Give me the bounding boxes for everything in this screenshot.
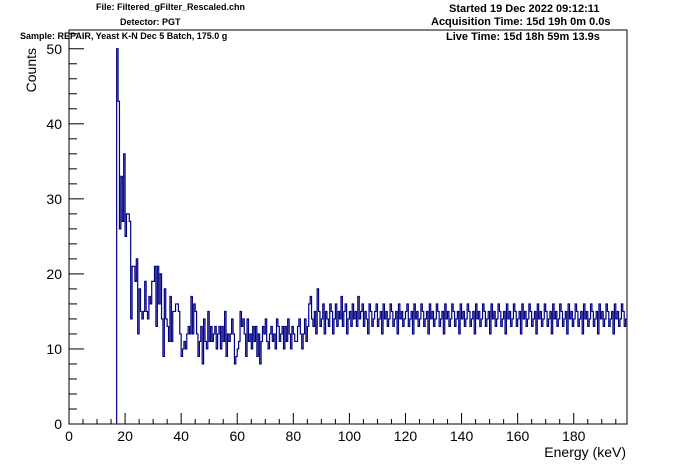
x-tick-label: 100 <box>338 428 362 444</box>
y-tick-label: 40 <box>46 116 62 132</box>
y-tick-label: 20 <box>46 266 62 282</box>
x-tick-label: 80 <box>286 428 302 444</box>
x-axis-label: Energy (keV) <box>544 444 626 460</box>
detector-label: Detector: PGT <box>120 17 181 27</box>
y-axis-label: Counts <box>23 48 39 92</box>
sample-label: Sample: REPAIR, Yeast K-N Dec 5 Batch, 1… <box>20 31 228 41</box>
x-tick-label: 60 <box>229 428 245 444</box>
y-tick-label: 50 <box>46 41 62 57</box>
y-tick-label: 30 <box>46 191 62 207</box>
x-tick-label: 0 <box>65 428 73 444</box>
y-tick-label: 0 <box>54 416 62 432</box>
acquisition-time-label: Acquisition Time: 15d 19h 0m 0.0s <box>431 16 611 28</box>
x-tick-label: 20 <box>117 428 133 444</box>
live-time-label: Live Time: 15d 18h 59m 13.9s <box>446 31 600 43</box>
x-tick-label: 180 <box>562 428 586 444</box>
y-tick-label: 10 <box>46 341 62 357</box>
file-label: File: Filtered_gFilter_Rescaled.chn <box>96 2 246 12</box>
x-tick-label: 120 <box>394 428 418 444</box>
x-tick-label: 160 <box>506 428 530 444</box>
started-label: Started 19 Dec 2022 09:12:11 <box>449 3 600 15</box>
spectrum-series-line <box>116 48 627 424</box>
plot-frame <box>68 29 628 425</box>
x-tick-label: 140 <box>450 428 474 444</box>
x-tick-label: 40 <box>173 428 189 444</box>
